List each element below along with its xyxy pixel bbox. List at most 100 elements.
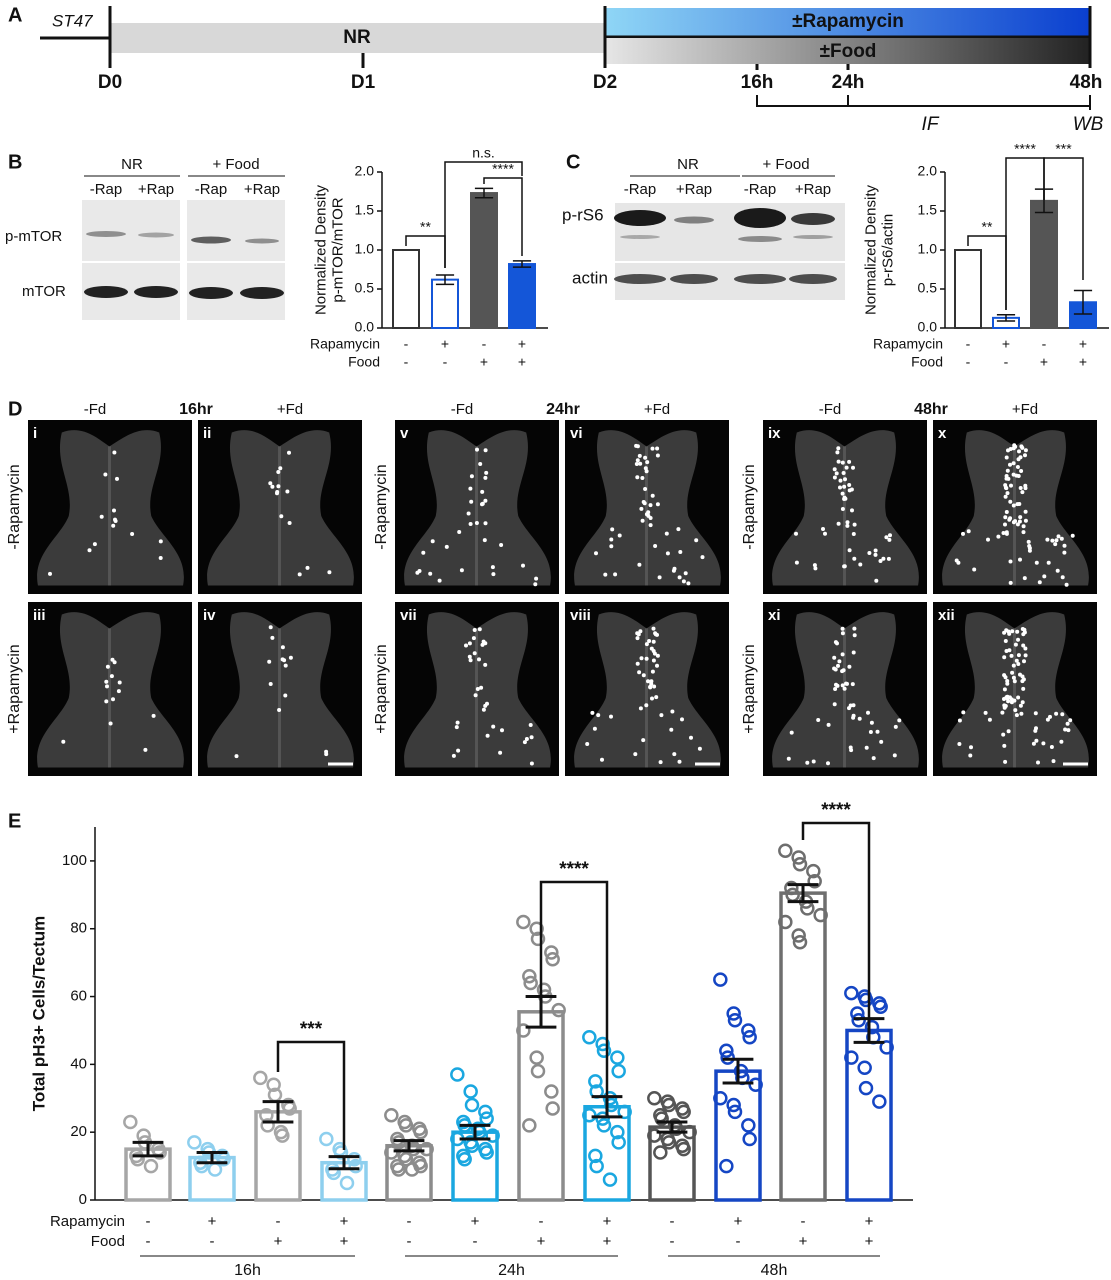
nucleus xyxy=(677,759,682,764)
error-bar xyxy=(656,1120,688,1134)
nucleus xyxy=(455,720,460,725)
data-point xyxy=(194,1158,209,1174)
nucleus xyxy=(1020,674,1025,679)
nucleus xyxy=(117,680,122,685)
nucleus xyxy=(637,670,642,675)
nucleus xyxy=(1018,557,1022,562)
nucleus xyxy=(683,571,688,576)
nucleus xyxy=(592,726,597,731)
nucleus xyxy=(421,550,426,555)
food-sign: + xyxy=(603,1233,612,1250)
nucleus xyxy=(636,632,641,637)
blot-group: + Food xyxy=(762,156,809,173)
nucleus xyxy=(653,544,658,548)
blot-image xyxy=(82,200,180,320)
nucleus xyxy=(641,738,646,743)
food-sign: - xyxy=(404,354,409,370)
nucleus xyxy=(1041,741,1046,746)
condition-label: -Fd xyxy=(84,401,107,418)
nucleus xyxy=(609,714,613,719)
food-sign: - xyxy=(407,1233,412,1250)
data-point xyxy=(742,1029,757,1045)
nucleus xyxy=(1020,700,1025,705)
data-point xyxy=(791,928,806,943)
nucleus xyxy=(821,527,825,531)
nucleus xyxy=(961,531,965,536)
nucleus xyxy=(454,725,459,730)
bar xyxy=(954,249,982,329)
significance-bracket xyxy=(801,821,871,1025)
data-point xyxy=(398,1118,414,1133)
nucleus xyxy=(786,756,791,761)
nucleus xyxy=(1015,629,1020,634)
nucleus xyxy=(892,753,897,758)
nucleus xyxy=(836,663,840,668)
nucleus xyxy=(634,462,639,466)
data-point xyxy=(588,1148,603,1164)
nucleus xyxy=(842,484,847,489)
nucleus xyxy=(852,522,857,527)
nucleus xyxy=(143,747,148,752)
data-point xyxy=(463,1084,478,1099)
nucleus xyxy=(613,572,618,577)
nucleus xyxy=(961,710,966,715)
condition-label: +Fd xyxy=(1012,401,1038,418)
nucleus xyxy=(1059,536,1064,541)
nucleus xyxy=(1004,455,1009,460)
nucleus xyxy=(529,761,534,766)
nucleus xyxy=(1027,548,1032,553)
nucleus xyxy=(844,465,849,470)
nucleus xyxy=(1012,679,1017,684)
nucleus xyxy=(278,466,283,471)
nucleus xyxy=(826,761,830,766)
nucleus xyxy=(477,627,482,632)
nucleus xyxy=(287,521,292,525)
nucleus xyxy=(287,450,291,455)
nucleus xyxy=(459,568,464,573)
day-label: D2 xyxy=(593,72,617,93)
panel-letter: B xyxy=(8,151,22,173)
nucleus xyxy=(835,450,840,455)
nucleus xyxy=(657,575,662,580)
data-point xyxy=(726,1006,741,1021)
hour-label: 24h xyxy=(832,72,865,93)
y-tick-label: 60 xyxy=(70,988,87,1005)
nucleus xyxy=(847,706,851,711)
nucleus xyxy=(468,486,473,491)
nucleus xyxy=(1016,457,1021,462)
data-point xyxy=(742,1131,757,1147)
nucleus xyxy=(1026,539,1031,544)
nucleus xyxy=(652,684,657,689)
data-point xyxy=(813,907,828,923)
data-point xyxy=(582,1029,597,1045)
nucleus xyxy=(1016,662,1021,666)
rapamycin-sign: + xyxy=(441,336,449,352)
rapamycin-sign: + xyxy=(340,1213,349,1230)
food-sign: - xyxy=(670,1233,675,1250)
data-point xyxy=(873,999,888,1014)
nucleus xyxy=(638,461,643,466)
data-point xyxy=(516,914,531,930)
row-label: -Rapamycin xyxy=(741,464,758,549)
nucleus xyxy=(585,742,590,746)
food-sign: + xyxy=(1079,354,1087,370)
data-point xyxy=(748,1077,763,1092)
data-point xyxy=(391,1162,406,1177)
nucleus xyxy=(297,572,302,577)
image-id: xi xyxy=(768,607,781,624)
nucleus xyxy=(484,470,489,475)
nucleus xyxy=(811,759,816,764)
nucleus xyxy=(1018,515,1023,520)
nucleus xyxy=(103,472,108,477)
data-point xyxy=(858,1080,874,1096)
nucleus xyxy=(847,548,852,553)
nucleus xyxy=(1004,510,1009,514)
blot-group: NR xyxy=(121,156,143,173)
nucleus xyxy=(805,760,810,765)
data-point xyxy=(727,1013,743,1028)
nucleus xyxy=(987,717,992,722)
nucleus xyxy=(665,551,670,556)
strain: ST47 xyxy=(52,11,93,30)
blot-row-label: actin xyxy=(572,268,608,287)
nucleus xyxy=(1066,728,1071,733)
